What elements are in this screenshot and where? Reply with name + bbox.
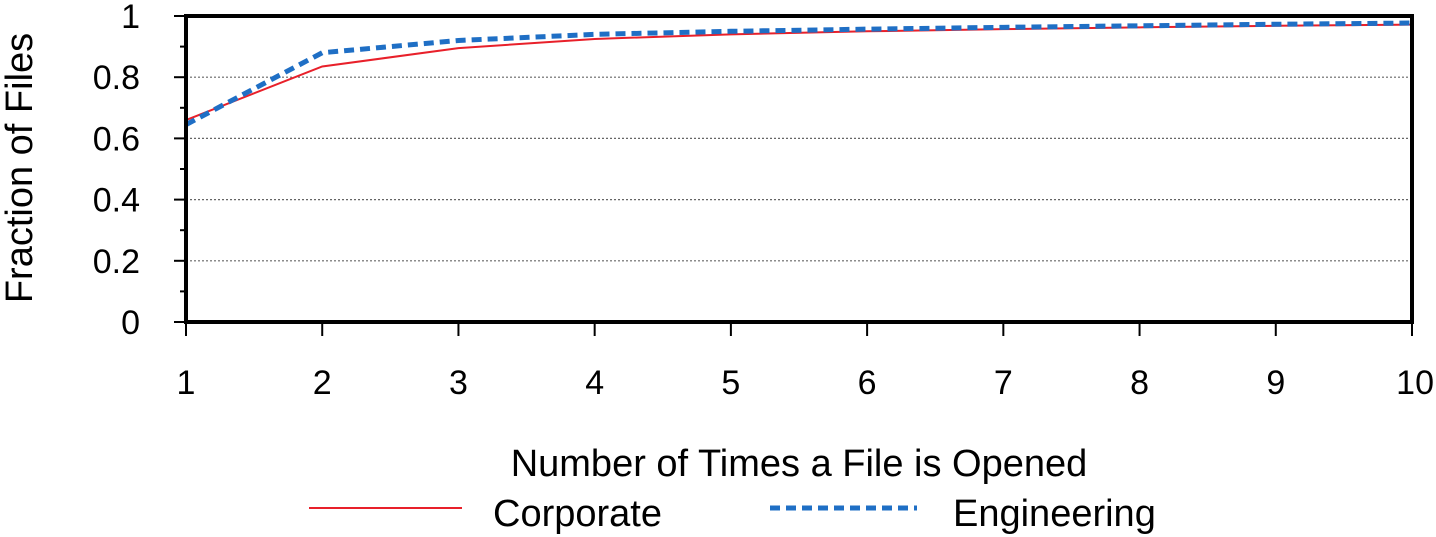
legend: Corporate Engineering: [309, 493, 1156, 535]
x-tick-label: 7: [994, 364, 1013, 402]
y-tick-label: 1: [121, 0, 140, 36]
y-axis-title: Fraction of Files: [0, 33, 41, 303]
x-tick-label: 3: [449, 364, 468, 402]
x-tick-label: 4: [585, 364, 604, 402]
legend-label-corporate: Corporate: [493, 493, 662, 535]
y-tick-label: 0.8: [93, 59, 140, 97]
y-tick-label: 0.2: [93, 243, 140, 281]
y-axis-ticks: 0 0.2 0.4 0.6 0.8 1: [93, 0, 186, 342]
x-tick-label: 2: [313, 364, 332, 402]
x-tick-label: 9: [1266, 364, 1285, 402]
y-tick-label: 0: [121, 304, 140, 342]
x-tick-label: 6: [858, 364, 877, 402]
x-tick-label: 10: [1396, 364, 1434, 402]
series-line-corporate: [185, 23, 1413, 121]
x-axis-ticks: 1 2 3 4 5 6 7 8 9 10: [177, 322, 1434, 402]
y-tick-label: 0.6: [93, 120, 140, 158]
x-tick-label: 8: [1130, 364, 1149, 402]
x-tick-label: 1: [177, 364, 196, 402]
x-axis-title: Number of Times a File is Opened: [511, 443, 1088, 485]
x-tick-label: 5: [721, 364, 740, 402]
legend-label-engineering: Engineering: [953, 493, 1156, 535]
grid-lines: [186, 76, 1412, 262]
plot-frame: [184, 14, 1414, 324]
y-tick-label: 0.4: [93, 182, 140, 220]
series-line-engineering: [184, 20, 1413, 127]
series-lines: [184, 20, 1413, 127]
